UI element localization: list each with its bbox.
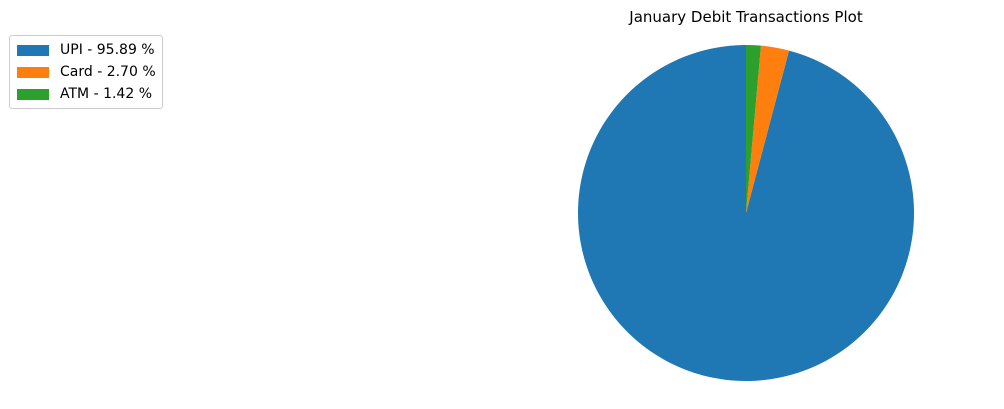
legend-swatch-card [17, 66, 49, 78]
legend-swatch-upi [17, 44, 49, 56]
pie-slice-card [746, 45, 790, 214]
legend-swatch-atm [17, 88, 49, 100]
legend-item-upi: UPI - 95.89 % [16, 39, 156, 61]
legend-label-card: Card - 2.70 % [60, 64, 156, 80]
pie-slice-upi [578, 45, 915, 381]
legend-label-atm: ATM - 1.42 % [60, 86, 152, 102]
pie-slices [578, 45, 915, 381]
legend-item-atm: ATM - 1.42 % [16, 83, 156, 105]
legend-label-upi: UPI - 95.89 % [60, 42, 155, 58]
legend: UPI - 95.89 % Card - 2.70 % ATM - 1.42 % [9, 35, 163, 109]
legend-item-card: Card - 2.70 % [16, 61, 156, 83]
chart-title: January Debit Transactions Plot [628, 8, 863, 26]
pie-slice-atm [746, 45, 761, 213]
